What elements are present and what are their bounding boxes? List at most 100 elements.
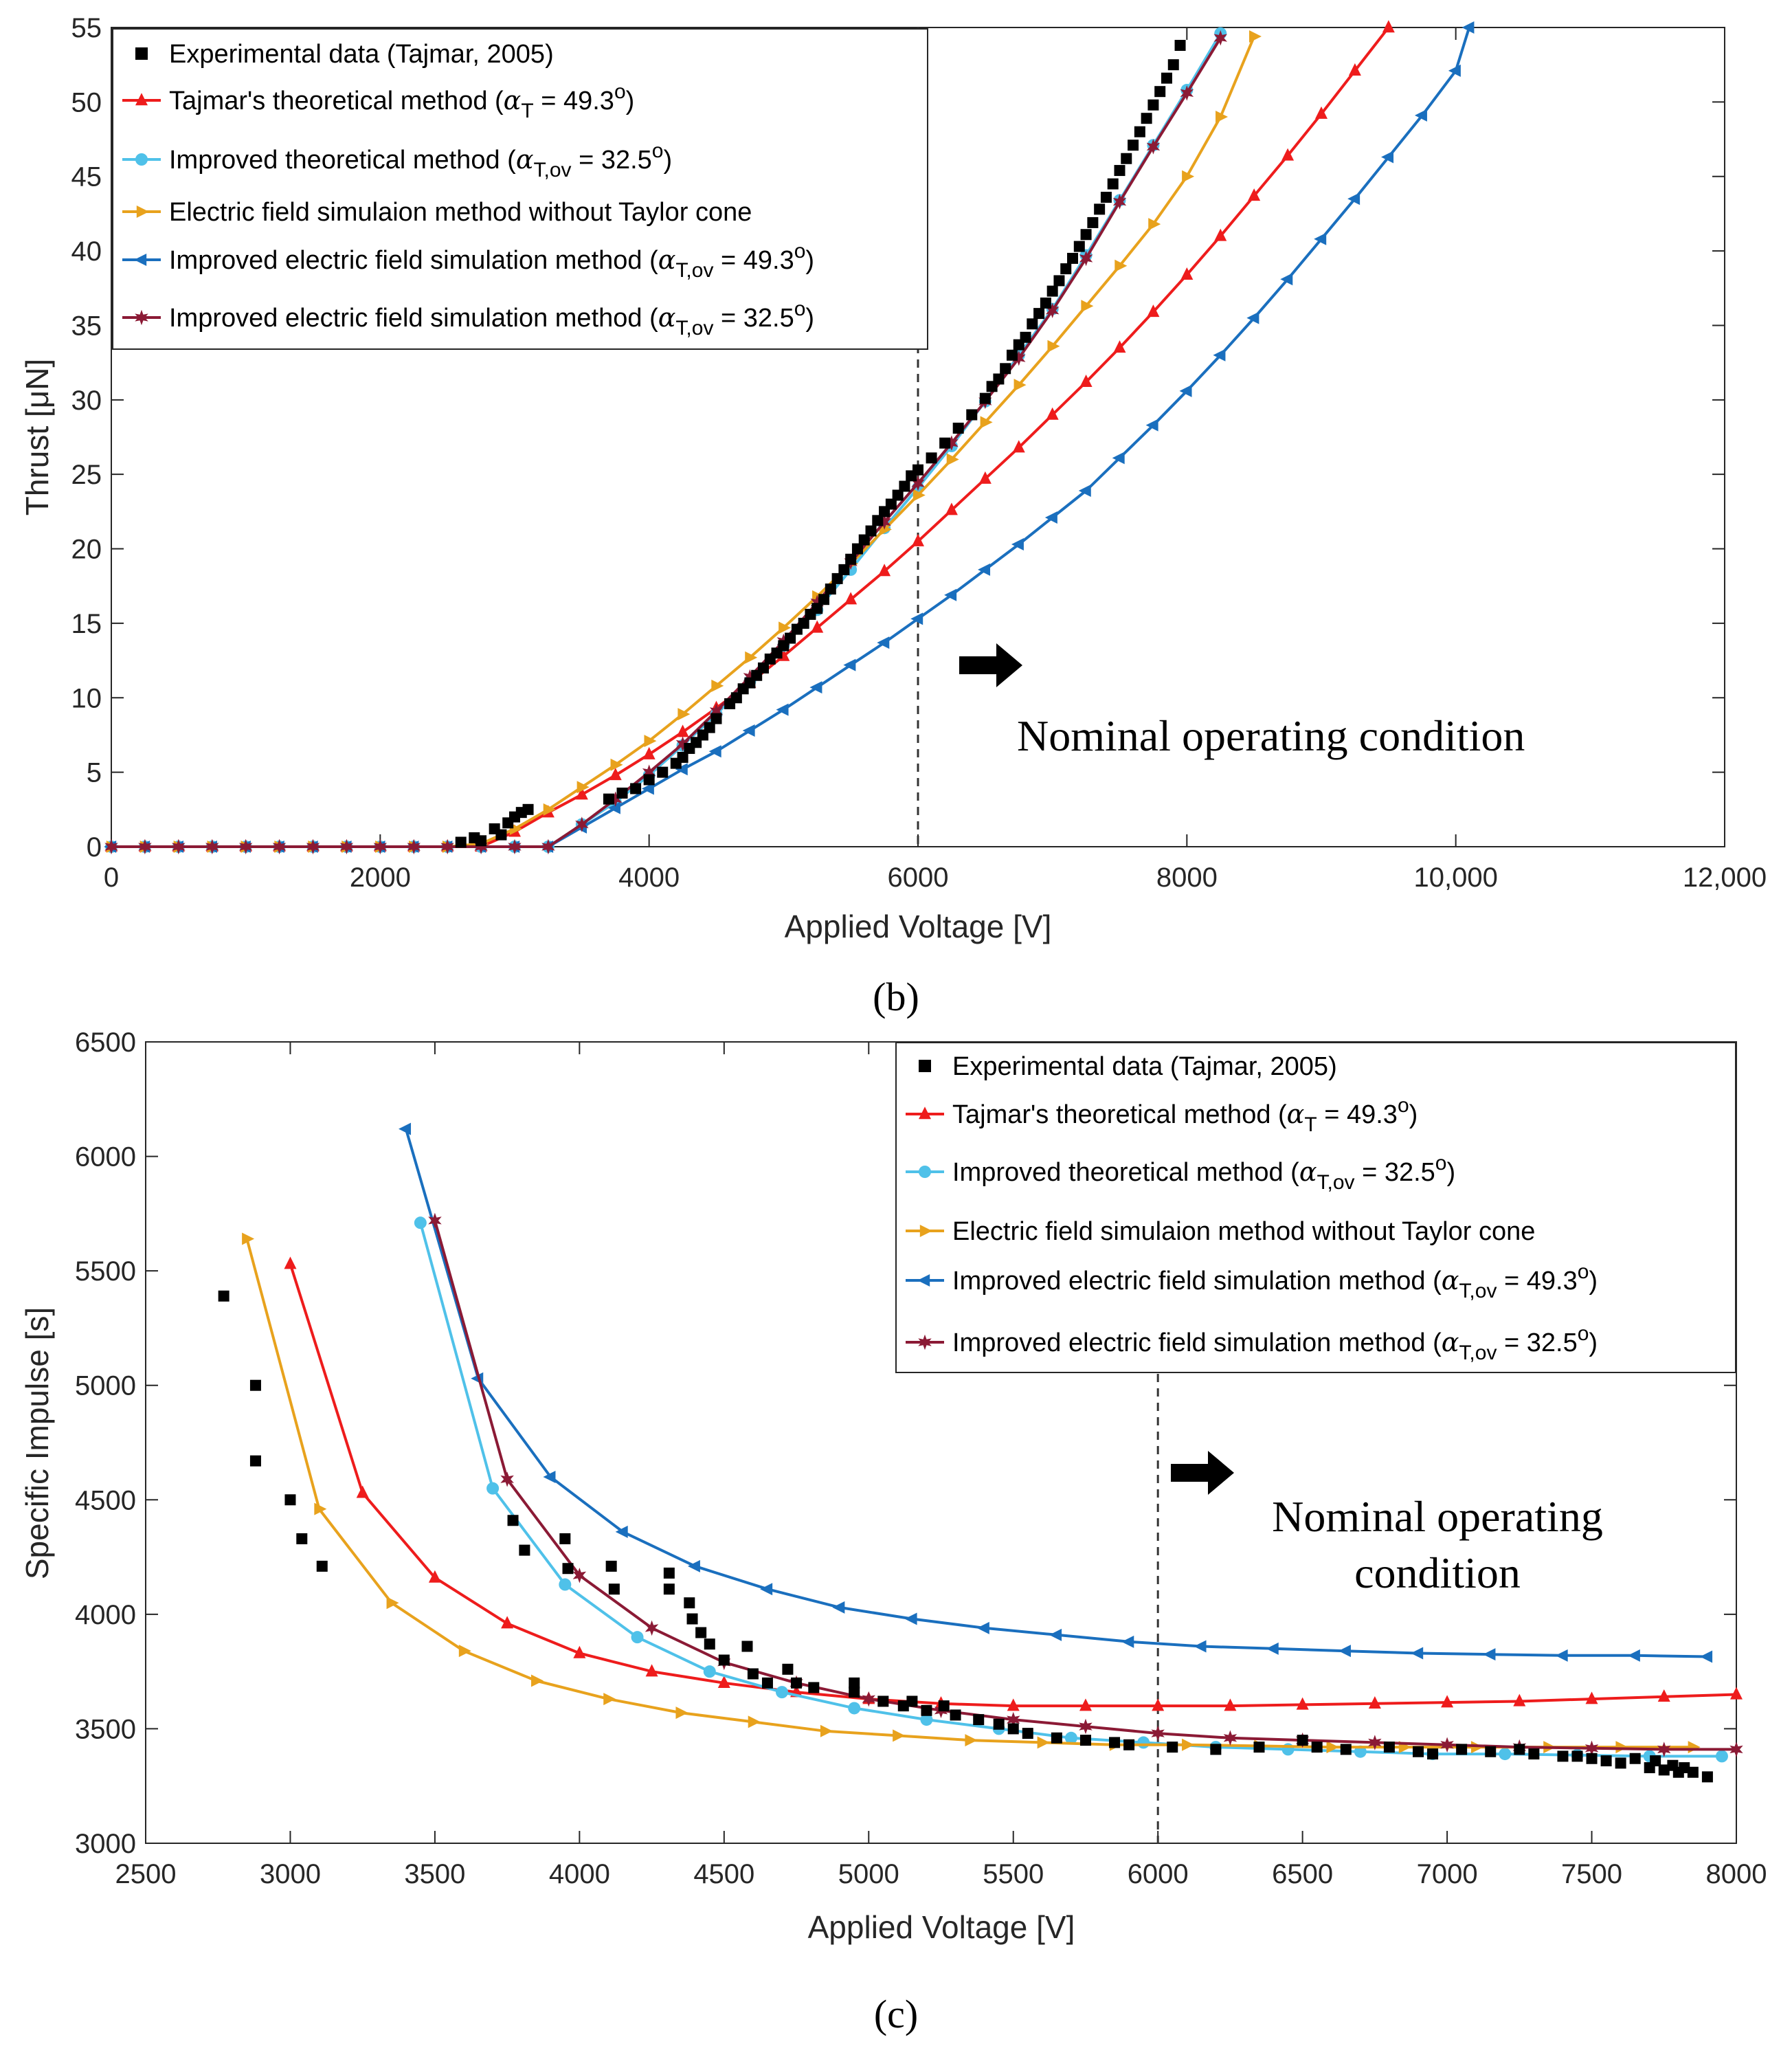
chart-c-experimental-point: [1340, 1744, 1352, 1755]
chart-b-series-point-improved_ef_49: [809, 681, 822, 694]
chart-b-legend: Experimental data (Tajmar, 2005) Tajmar's…: [112, 28, 928, 350]
chart-b-experimental-point: [993, 373, 1005, 385]
chart-c-experimental-point: [1600, 1755, 1612, 1767]
chart-c-experimental-point: [507, 1515, 519, 1526]
chart-c-series-point-improved_ef_32: [1657, 1742, 1671, 1757]
chart-c-experimental-point: [559, 1533, 571, 1544]
chart-c-y-axis-title: Specific Impulse [s]: [19, 1307, 55, 1579]
chart-c-x-tick-label: 7500: [1561, 1859, 1622, 1889]
chart-b-experimental-point: [522, 803, 534, 815]
chart-c-series-point-improved_ef_49: [615, 1525, 628, 1538]
chart-b-series-point-no_taylor: [912, 489, 926, 502]
chart-b-experimental-point: [616, 787, 628, 799]
chart-c-series-point-improved_theoretical: [776, 1686, 788, 1699]
chart-c-series-point-improved_ef_49: [760, 1583, 773, 1596]
chart-c-series-point-tajmar: [1224, 1698, 1237, 1711]
chart-b-series-point-improved_ef_49: [843, 658, 856, 671]
chart-b-experimental-point: [1134, 126, 1145, 137]
chart-b-series-point-improved_ef_32: [172, 838, 186, 855]
chart-c-x-tick-label: 6000: [1128, 1859, 1189, 1889]
chart-c-series-point-improved_ef_49: [1194, 1640, 1207, 1653]
chart-c-experimental-point: [1528, 1748, 1540, 1760]
chart-b-series-point-no_taylor: [711, 679, 724, 692]
chart-b-legend-marker-tajmar: [135, 93, 148, 106]
chart-c-y-ticks: 3000 3500 4000 4500 5000 5500 6000 6500: [75, 1027, 1736, 1859]
chart-b-series-point-tajmar: [978, 471, 992, 484]
chart-b-legend-label-tajmar: Tajmar's theoretical method (αT = 49.3o): [169, 80, 634, 122]
chart-b-series-point-improved_ef_32: [1079, 250, 1093, 267]
chart-b: 0 2000 4000 6000 8000 10,000 12,000 0 5 10 15 20 25…: [19, 13, 1767, 1019]
chart-b-series-point-improved_ef_32: [508, 838, 522, 855]
chart-c-x-tick-label: 6500: [1272, 1859, 1333, 1889]
chart-c-experimental-point: [1679, 1762, 1690, 1774]
chart-b-y-tick-label: 25: [71, 460, 102, 490]
chart-c-experimental-point: [1007, 1723, 1019, 1735]
chart-b-series-point-improved_ef_49: [1044, 511, 1057, 524]
chart-b-legend-marker-improved_theoretical: [135, 153, 148, 166]
chart-c-series-point-improved_theoretical: [920, 1713, 933, 1726]
chart-b-series-point-improved_ef_32: [339, 838, 354, 855]
chart-c-experimental-point: [1210, 1744, 1222, 1755]
chart-b-series-point-improved_ef_49: [978, 563, 991, 576]
chart-b-experimental-point: [825, 583, 836, 595]
chart-c-legend-marker-tajmar: [919, 1107, 931, 1120]
chart-c-experimental-point: [1022, 1728, 1033, 1739]
chart-b-series-point-improved_ef_32: [541, 838, 555, 855]
chart-b-experimental-point: [845, 553, 857, 565]
chart-c-series-point-tajmar: [717, 1676, 730, 1688]
chart-b-series-point-improved_ef_32: [675, 736, 690, 752]
chart-c-annotation-line1: Nominal operating: [1272, 1492, 1603, 1541]
chart-b-series-point-improved_ef_32: [138, 838, 152, 855]
chart-c-legend-marker-improved_theoretical: [919, 1166, 931, 1178]
chart-b-experimental-point: [838, 564, 850, 575]
chart-b-experimental-point: [865, 525, 877, 537]
chart-c-series-point-improved_ef_49: [976, 1621, 989, 1634]
chart-b-series-point-tajmar: [609, 768, 622, 781]
chart-c-experimental-point: [849, 1677, 860, 1689]
chart-b-series-point-no_taylor: [1182, 170, 1195, 183]
chart-c-series-point-tajmar: [1730, 1687, 1743, 1700]
chart-c-series-point-no_taylor: [748, 1715, 761, 1728]
chart-b-experimental-point: [710, 713, 722, 724]
chart-c-series-point-improved_ef_32: [500, 1471, 514, 1487]
chart-b-y-tick-label: 55: [71, 13, 102, 43]
chart-b-experimental-point: [1060, 263, 1072, 275]
chart-c-x-ticks: 2500 3000 3500 4000 4500 5000 5500 6000 6500 7000…: [115, 1042, 1767, 1889]
chart-b-legend-marker-improved_ef_49: [134, 254, 147, 266]
chart-b-series-point-improved_ef_49: [944, 588, 957, 601]
chart-b-series-point-no_taylor: [1248, 30, 1262, 43]
chart-c-series-point-improved_theoretical: [1354, 1745, 1367, 1758]
chart-c-legend-label-improved_ef_32: Improved electric field simulation metho…: [952, 1322, 1598, 1364]
chart-b-series-point-improved_ef_32: [1112, 194, 1127, 210]
chart-c-y-tick-label: 4500: [75, 1485, 136, 1515]
chart-b-experimental-point: [979, 392, 991, 404]
chart-b-series-point-improved_ef_32: [407, 838, 421, 855]
chart-c-experimental-point: [1615, 1757, 1626, 1769]
chart-b-experimental-point: [1174, 40, 1186, 52]
chart-b-series-line-improved_ef_32: [111, 37, 1222, 848]
chart-b-experimental-point: [1107, 178, 1119, 190]
chart-c-legend-label-no_taylor: Electric field simulaion method without …: [952, 1217, 1535, 1246]
chart-b-series-point-improved_ef_32: [373, 838, 388, 855]
chart-b-series-point-improved_ef_32: [575, 816, 589, 832]
chart-b-series-point-improved_ef_32: [709, 703, 724, 719]
chart-b-experimental-point: [1020, 331, 1031, 343]
chart-b-experimental-point: [1080, 229, 1092, 241]
chart-c-experimental-point: [1687, 1766, 1699, 1778]
chart-b-series-point-improved_ef_49: [877, 636, 890, 649]
chart-c-legend-label-improved_theoretical: Improved theoretical method (αT,ov = 32.…: [952, 1152, 1455, 1194]
chart-b-series-point-tajmar: [1315, 106, 1328, 119]
chart-b-y-tick-label: 40: [71, 236, 102, 267]
chart-c-series-point-improved_ef_49: [1555, 1649, 1568, 1662]
chart-c-experimental-point: [906, 1695, 918, 1707]
chart-b-experimental-point: [1053, 275, 1065, 287]
chart-b-series-point-improved_ef_32: [1180, 85, 1194, 101]
chart-c-experimental-point: [761, 1677, 773, 1689]
chart-c-legend-box: [895, 1042, 1736, 1373]
chart-c-series-point-improved_ef_32: [1079, 1718, 1093, 1735]
chart-c-x-tick-label: 3500: [404, 1859, 465, 1889]
chart-b-experimental-point: [851, 543, 863, 555]
chart-b-series-point-improved_ef_32: [911, 475, 925, 491]
chart-c-series-point-no_taylor: [242, 1232, 255, 1245]
chart-b-experimental-point: [1027, 318, 1038, 330]
